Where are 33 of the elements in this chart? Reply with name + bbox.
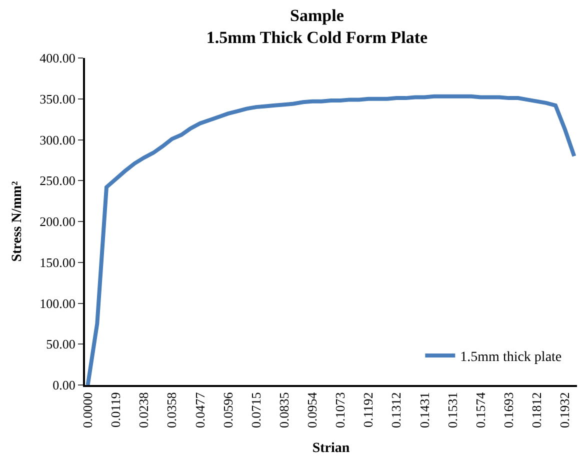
y-tick-label: 100.00 [40,296,76,311]
chart-title: Sample [290,6,344,25]
x-tick-label: 0.1574 [472,392,488,428]
x-tick-label: 0.0954 [304,392,320,428]
x-tick-label: 0.0835 [276,392,292,428]
y-tick-label: 300.00 [40,132,76,148]
y-tick-label: 350.00 [40,91,76,106]
y-tick-label: 0.00 [52,378,76,393]
x-tick-label: 0.1431 [416,392,432,428]
y-axis-title: Stress N/mm² [10,181,25,262]
x-tick-label: 0.1192 [360,392,376,428]
line-series [86,94,576,385]
x-tick-label: 0.0000 [80,392,96,428]
y-tick-label: 250.00 [40,173,76,188]
x-tick-label: 0.0238 [136,392,152,428]
x-tick-label: 0.1073 [332,392,348,428]
chart-subtitle: 1.5mm Thick Cold Form Plate [206,28,428,47]
x-tick-label: 0.0477 [192,392,208,428]
x-axis-title: Strian [312,440,350,456]
x-tick-label: 0.1812 [529,392,544,428]
y-tick-label: 200.00 [40,214,76,230]
x-tick-label: 0.0715 [248,392,264,428]
x-tick-label: 0.1932 [557,392,572,428]
y-tick-label: 150.00 [40,254,76,270]
x-tick-label: 0.0119 [108,392,124,428]
x-tick-label: 0.0596 [220,392,236,428]
x-tick-label: 0.1531 [444,392,460,428]
x-tick-label: 0.0358 [164,392,180,428]
legend-label: 1.5mm thick plate [460,350,562,365]
y-tick-label: 50.00 [46,336,76,352]
x-tick-label: 0.1693 [500,392,516,428]
x-tick-label: 0.1312 [388,392,404,428]
y-tick-label: 400.00 [40,50,76,66]
